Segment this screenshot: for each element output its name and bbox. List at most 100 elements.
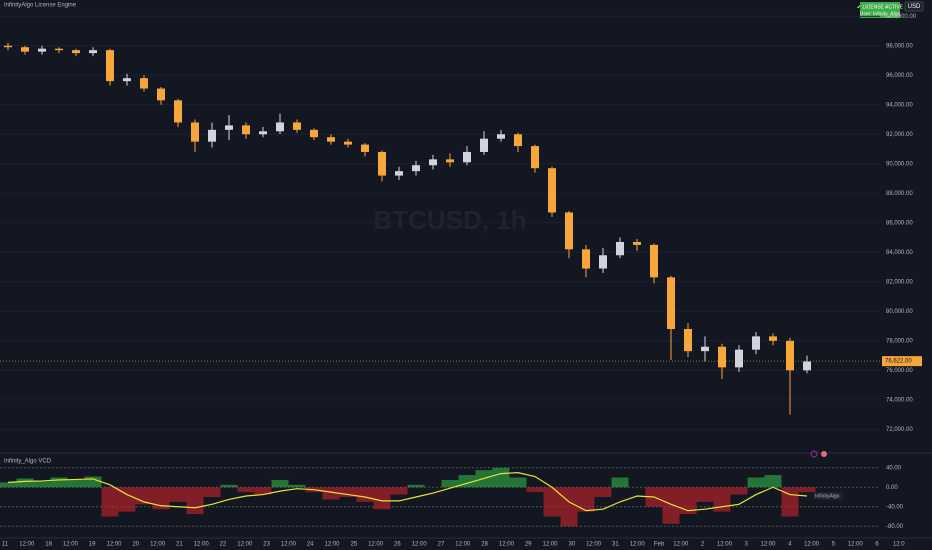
candle-body xyxy=(752,336,760,350)
candle-body xyxy=(242,125,250,135)
x-tick-label: 12:00 xyxy=(542,542,558,548)
x-tick-label: 12:00 xyxy=(499,542,515,548)
histogram-bar xyxy=(0,482,17,488)
candle-body xyxy=(276,122,284,132)
x-tick-label: 28 xyxy=(481,542,488,548)
histogram-bar xyxy=(509,477,527,488)
histogram-bar xyxy=(696,487,714,502)
y-tick-label: -80.00 xyxy=(886,524,904,530)
y-tick-label: 92,000.00 xyxy=(886,132,913,138)
x-tick-label: 12:00 xyxy=(63,542,79,548)
candle-body xyxy=(378,151,386,176)
y-tick-label: -40.00 xyxy=(886,504,904,510)
y-tick-label: 0.00 xyxy=(886,485,898,491)
histogram-bar xyxy=(730,487,748,495)
candle-body xyxy=(582,249,590,269)
histogram-bar xyxy=(441,479,459,488)
candle-body xyxy=(310,129,318,138)
x-tick-label: 12:00 xyxy=(760,542,776,548)
x-tick-label: 12:00 xyxy=(412,542,428,548)
histogram-bar xyxy=(560,487,578,527)
y-tick-label: 72,000.00 xyxy=(886,427,913,433)
last-price-box xyxy=(882,356,922,367)
histogram-bar xyxy=(594,487,612,497)
x-tick-label: 12:00 xyxy=(194,542,210,548)
y-tick-label: 88,000.00 xyxy=(886,191,913,197)
x-tick-label: Feb xyxy=(654,542,665,548)
histogram-bar xyxy=(798,487,816,493)
candle-body xyxy=(684,329,692,352)
x-tick-label: 12:00 xyxy=(630,542,646,548)
candle-body xyxy=(174,100,182,123)
histogram-bar xyxy=(288,484,306,488)
candle-body xyxy=(123,78,131,82)
candle-body xyxy=(616,241,624,256)
last-price-label: 76,622.00 xyxy=(885,359,912,365)
candle-body xyxy=(446,159,454,163)
histogram-bar xyxy=(390,487,408,495)
histogram-bar xyxy=(407,484,425,488)
candle-body xyxy=(701,346,709,352)
candle-body xyxy=(106,50,114,82)
candle-body xyxy=(548,168,556,213)
y-tick-label: 86,000.00 xyxy=(886,220,913,226)
histogram-bar xyxy=(662,487,680,524)
x-tick-label: 30 xyxy=(568,542,575,548)
y-tick-label: 94,000.00 xyxy=(886,102,913,108)
x-tick-label: 26 xyxy=(394,542,401,548)
candle-body xyxy=(412,165,420,172)
candle-body xyxy=(344,141,352,145)
histogram-bar xyxy=(50,477,68,488)
x-tick-label: 22 xyxy=(220,542,227,548)
candle-body xyxy=(735,349,743,368)
candle-body xyxy=(4,45,12,48)
x-tick-label: 12:00 xyxy=(804,542,820,548)
histogram-bar xyxy=(339,487,357,497)
histogram-bar xyxy=(526,487,544,493)
histogram-bar xyxy=(747,477,765,488)
candle-body xyxy=(429,159,437,166)
candle-body xyxy=(803,361,811,371)
x-tick-label: 27 xyxy=(438,542,445,548)
engine-label: InfinityAlgo License Engine xyxy=(4,3,77,9)
y-tick-label: 82,000.00 xyxy=(886,279,913,285)
histogram-bar xyxy=(356,487,374,502)
x-tick-label: 5 xyxy=(832,542,836,548)
histogram-bar xyxy=(254,487,272,495)
indicator-title: Infinity_Algo VCD xyxy=(4,459,52,465)
x-tick-label: 6 xyxy=(875,542,879,548)
y-tick-label: 100,000.00 xyxy=(886,14,917,20)
histogram-bar xyxy=(577,487,595,512)
x-tick-label: 12:00 xyxy=(324,542,340,548)
candle-body xyxy=(140,78,148,89)
watermark: BTCUSD, 1h xyxy=(373,205,526,235)
histogram-bar xyxy=(543,487,561,517)
x-tick-label: 23 xyxy=(263,542,270,548)
x-tick-label: 31 xyxy=(612,542,619,548)
x-tick-label: 12:00 xyxy=(673,542,689,548)
currency[interactable]: USD xyxy=(908,4,921,10)
histogram-bar xyxy=(84,476,102,488)
histogram-bar xyxy=(611,477,629,488)
event-icon[interactable] xyxy=(821,451,827,457)
histogram-bar xyxy=(203,487,221,497)
histogram-bar xyxy=(713,487,731,512)
candle-body xyxy=(293,122,301,130)
candle-body xyxy=(38,48,46,52)
x-tick-label: 12:00 xyxy=(237,542,253,548)
y-tick-label: 84,000.00 xyxy=(886,250,913,256)
candle-body xyxy=(718,346,726,368)
candle-body xyxy=(361,144,369,152)
histogram-bar xyxy=(186,487,204,515)
currency-box[interactable] xyxy=(904,1,924,12)
candle-body xyxy=(531,146,539,169)
candle-body xyxy=(497,134,505,139)
candle-body xyxy=(191,122,199,142)
histogram-bar xyxy=(16,478,34,488)
event-icon[interactable] xyxy=(810,450,818,458)
candle-body xyxy=(72,50,80,54)
histogram-bar xyxy=(118,487,136,512)
candle-body xyxy=(633,241,641,245)
price-axis xyxy=(880,0,932,550)
y-tick-label: 90,000.00 xyxy=(886,161,913,167)
